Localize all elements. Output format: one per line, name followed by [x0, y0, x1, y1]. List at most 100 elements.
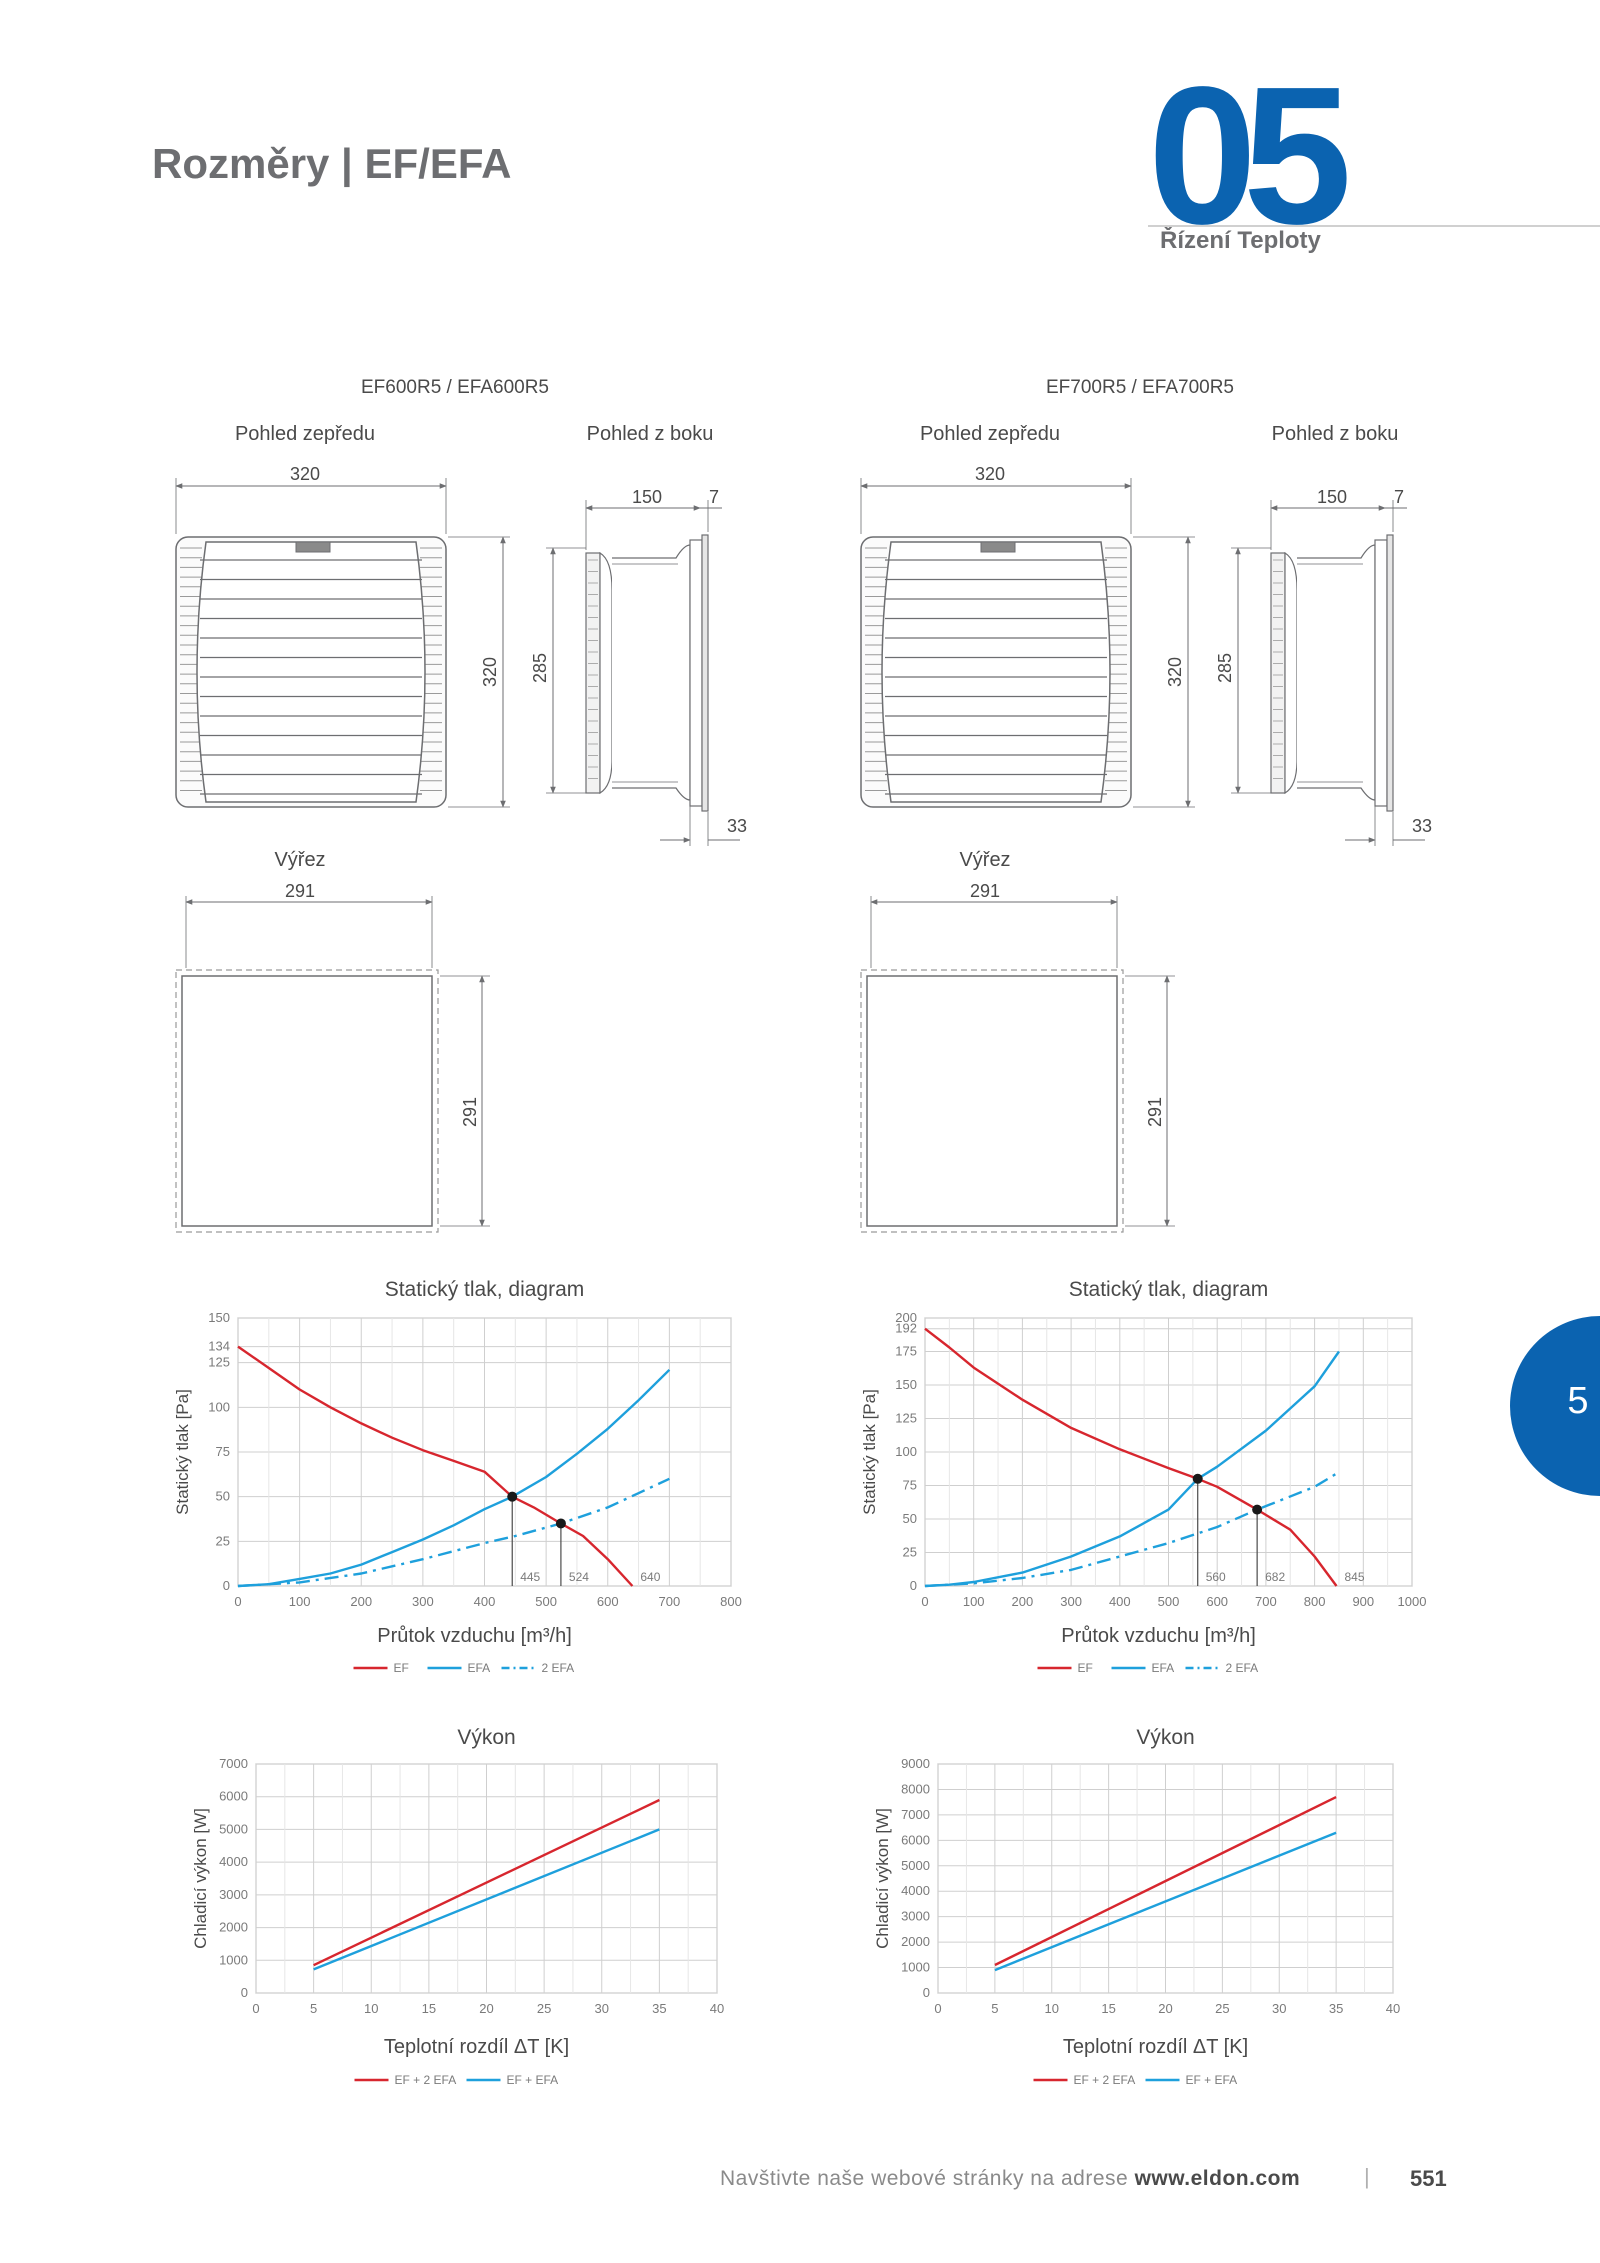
y-tick-label: 192	[895, 1321, 917, 1336]
side-view-label: Pohled z boku	[587, 423, 714, 445]
legend-label: EF	[1078, 1661, 1093, 1675]
footer-website-link[interactable]: www.eldon.com	[1134, 2167, 1301, 2190]
legend-label: 2 EFA	[1226, 1661, 1259, 1675]
chart-title: Výkon	[457, 1726, 515, 1749]
y-tick-label: 9000	[901, 1756, 930, 1771]
side-body	[612, 544, 691, 801]
y-tick-label: 6000	[219, 1789, 248, 1804]
legend-label: 2 EFA	[542, 1661, 575, 1675]
footer-separator: |	[1364, 2164, 1370, 2189]
legend-label: EF + 2 EFA	[1074, 2073, 1136, 2087]
y-tick-label: 4000	[901, 1883, 930, 1898]
side-front-curve	[599, 551, 613, 795]
curve-end-label: 640	[640, 1570, 660, 1584]
cutout-label: Výřez	[959, 849, 1010, 871]
x-tick-label: 500	[1158, 1594, 1180, 1609]
legend-label: EF	[394, 1661, 409, 1675]
x-tick-label: 0	[234, 1594, 241, 1609]
y-tick-label: 0	[923, 1985, 930, 2000]
operating-point-marker	[507, 1491, 518, 1502]
y-tick-label: 200	[895, 1310, 917, 1325]
dim-cutout-height-label: 291	[460, 1097, 480, 1127]
x-tick-label: 0	[934, 2001, 941, 2016]
x-tick-label: 800	[1304, 1594, 1326, 1609]
x-tick-label: 600	[597, 1594, 619, 1609]
side-flange	[1374, 539, 1388, 807]
chart-title: Statický tlak, diagram	[385, 1278, 585, 1301]
series-line-efa	[237, 1368, 671, 1588]
series-line-ef-2-efa	[994, 1796, 1337, 1967]
y-axis-label: Chladicí výkon [W]	[873, 1808, 892, 1949]
y-tick-label: 175	[895, 1344, 917, 1359]
section-number: 05	[1148, 46, 1352, 265]
x-tick-label: 0	[252, 2001, 259, 2016]
front-view-label: Pohled zepředu	[920, 423, 1060, 445]
operating-point-label: 524	[569, 1570, 589, 1584]
side-view	[1231, 500, 1425, 846]
x-axis-label: Průtok vzduchu [m³/h]	[377, 1625, 572, 1647]
dim-side-bottom-label: 33	[727, 816, 747, 836]
y-axis-label: Statický tlak [Pa]	[173, 1389, 192, 1515]
x-tick-label: 35	[652, 2001, 666, 2016]
front-view-label: Pohled zepředu	[235, 423, 375, 445]
x-tick-label: 100	[289, 1594, 311, 1609]
cutout-outline-dashed	[175, 969, 439, 1233]
dim-side-depth-label: 150	[1317, 487, 1347, 507]
side-flange	[689, 539, 703, 807]
y-tick-label: 2000	[901, 1934, 930, 1949]
x-axis-label: Průtok vzduchu [m³/h]	[1061, 1625, 1256, 1647]
y-tick-label: 1000	[901, 1960, 930, 1975]
y-tick-label: 25	[903, 1545, 917, 1560]
y-tick-label: 100	[895, 1444, 917, 1459]
dim-side-bottom-label: 33	[1412, 816, 1432, 836]
dim-side-flange-label: 7	[1394, 487, 1404, 507]
x-tick-label: 20	[479, 2001, 493, 2016]
dim-front-width-label: 320	[290, 464, 320, 484]
x-tick-label: 400	[474, 1594, 496, 1609]
y-tick-label: 75	[216, 1444, 230, 1459]
x-tick-label: 10	[364, 2001, 378, 2016]
x-tick-label: 5	[991, 2001, 998, 2016]
x-tick-label: 100	[963, 1594, 985, 1609]
y-tick-label: 3000	[219, 1887, 248, 1902]
x-tick-label: 400	[1109, 1594, 1131, 1609]
y-tick-label: 5000	[901, 1858, 930, 1873]
model-title: EF600R5 / EFA600R5	[361, 377, 549, 398]
series-line-ef-2-efa	[313, 1798, 660, 1967]
y-tick-label: 75	[903, 1478, 917, 1493]
louver-panel	[881, 541, 1111, 803]
y-tick-label: 1000	[219, 1952, 248, 1967]
y-tick-label: 150	[208, 1310, 230, 1325]
operating-point-marker	[555, 1518, 566, 1529]
side-grille	[585, 552, 601, 794]
chart-3: Výkon 0 5 10 15 20 25 30 35 40 0 1000 2000 3000 4000 50…	[191, 1726, 724, 2087]
page-number: 551	[1410, 2166, 1447, 2191]
legend-label: EF + EFA	[1186, 2073, 1238, 2087]
x-tick-label: 40	[1386, 2001, 1400, 2016]
y-tick-label: 7000	[901, 1807, 930, 1822]
y-tick-label: 25	[216, 1533, 230, 1548]
series-line-ef-efa	[994, 1831, 1337, 1972]
x-tick-label: 500	[535, 1594, 557, 1609]
dim-side-height-label: 285	[1215, 653, 1235, 683]
y-tick-label: 100	[208, 1399, 230, 1414]
x-tick-label: 900	[1352, 1594, 1374, 1609]
cutout-square	[181, 975, 433, 1227]
legend-label: EF + EFA	[507, 2073, 559, 2087]
y-tick-label: 6000	[901, 1832, 930, 1847]
series-line-ef	[924, 1327, 1338, 1587]
side-plate	[701, 534, 709, 812]
dim-front-width-label: 320	[975, 464, 1005, 484]
x-tick-label: 30	[1272, 2001, 1286, 2016]
y-tick-label: 3000	[901, 1909, 930, 1924]
y-tick-label: 8000	[901, 1781, 930, 1796]
y-tick-label: 0	[241, 1985, 248, 2000]
x-tick-label: 40	[710, 2001, 724, 2016]
dim-cutout-width-label: 291	[970, 881, 1000, 901]
x-axis-label: Teplotní rozdíl ΔT [K]	[384, 2036, 569, 2058]
y-tick-label: 0	[223, 1578, 230, 1593]
product-drawing-1: EF600R5 / EFA600R5 Pohled zepředu Pohled z…	[175, 377, 747, 1233]
cutout-square	[866, 975, 1118, 1227]
x-tick-label: 300	[1060, 1594, 1082, 1609]
